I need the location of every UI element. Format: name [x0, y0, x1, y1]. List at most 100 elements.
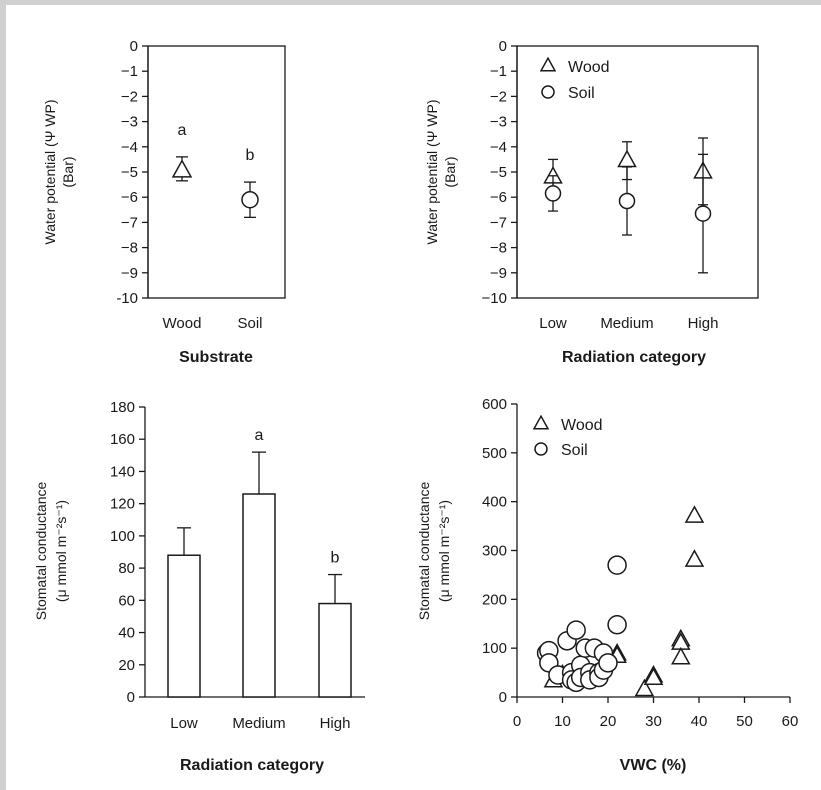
panel-b-point-soil	[694, 205, 712, 222]
panel-c-significance-label: b	[331, 550, 340, 567]
panel-a-ylabel: Water potential (Ψ WP) (Bar)	[42, 100, 76, 245]
panel-d-point-wood	[684, 505, 705, 523]
panel-d-legend-label: Wood	[561, 417, 603, 434]
panel-a-xlabel: Substrate	[179, 349, 253, 366]
panel-a-plot-frame	[147, 45, 286, 299]
panel-c-ytick-label: 20	[118, 657, 135, 674]
panel-b-ytick-label: −6	[490, 189, 507, 206]
panel-b-ytick-label: −1	[490, 63, 507, 80]
panel-c-xtick-label: Medium	[232, 715, 285, 732]
panel-b-xtick-label: High	[688, 315, 719, 332]
panel-c-significance-label: a	[255, 427, 264, 444]
panel-d-xtick-label: 40	[691, 713, 708, 730]
panel-c-ylabel-line2: (μ mmol m⁻²s⁻¹)	[53, 500, 69, 602]
panel-a-ytick-label: −7	[121, 214, 138, 231]
panel-d-ytick-label: 100	[482, 640, 507, 657]
panel-d-point-soil	[566, 620, 586, 640]
panel-d-xlabel: VWC (%)	[620, 757, 687, 774]
panel-c-ytick-label: 40	[118, 625, 135, 642]
panel-d-ylabel-line1: Stomatal conductance	[416, 482, 432, 621]
frame-left-border	[0, 0, 6, 790]
panel-c-ylabel-line1: Stomatal conductance	[33, 482, 49, 621]
panel-c-ytick-label: 140	[110, 463, 135, 480]
frame-top-border	[0, 0, 821, 5]
panel-c-ytick-label: 80	[118, 560, 135, 577]
panel-d-point-soil	[607, 555, 627, 575]
panel-d: Stomatal conductance (μ mmol m⁻²s⁻¹) VWC…	[416, 396, 798, 774]
panel-c-bar	[167, 554, 201, 698]
panel-d-point-wood	[634, 678, 655, 697]
panel-b-ytick-label: −3	[490, 114, 507, 131]
panel-a-ytick-label: −3	[121, 114, 138, 131]
panel-a-ytick-label: −8	[121, 240, 138, 257]
panel-d-point-wood	[684, 549, 705, 567]
panel-b-legend-label: Soil	[568, 85, 595, 102]
panel-b-legend-wood-marker	[539, 56, 557, 72]
panel-d-ylabel: Stomatal conductance (μ mmol m⁻²s⁻¹)	[416, 482, 452, 621]
panel-a-point-soil	[241, 190, 259, 209]
panel-d-xtick-label: 30	[645, 713, 662, 730]
panel-d-ytick-label: 600	[482, 396, 507, 413]
panel-a-ytick-label: −2	[121, 88, 138, 105]
panel-d-ytick-label: 400	[482, 494, 507, 511]
panel-d-legend-soil-marker	[534, 442, 548, 456]
panel-d-ytick-label: 200	[482, 591, 507, 608]
panel-a-significance-label: b	[246, 147, 255, 164]
panel-d-xtick-label: 20	[600, 713, 617, 730]
panel-a-ytick-label: −1	[121, 63, 138, 80]
panel-c-bar	[242, 493, 276, 698]
panel-d-ytick-label: 0	[499, 689, 507, 706]
panel-d-legend-wood-marker	[532, 414, 550, 430]
panel-b-ytick-label: −7	[490, 214, 507, 231]
panel-a-ytick-label: 0	[130, 38, 138, 55]
panel-b-point-soil	[618, 192, 636, 210]
panel-c-xtick-label: Low	[170, 715, 198, 732]
panel-b-legend-label: Wood	[568, 59, 610, 76]
panel-b-ylabel: Water potential (Ψ WP) (Bar)	[424, 100, 458, 245]
panel-b-ytick-label: −4	[490, 139, 507, 156]
panel-c-ytick-label: 160	[110, 431, 135, 448]
panel-a-ylabel-line2: (Bar)	[60, 156, 76, 187]
panel-d-ylabel-line2: (μ mmol m⁻²s⁻¹)	[436, 500, 452, 602]
panel-d-point-soil	[598, 653, 618, 673]
panel-b-ylabel-line2: (Bar)	[442, 156, 458, 187]
panel-d-point-soil	[607, 614, 627, 635]
panel-d-point-wood	[643, 667, 664, 686]
panel-c-ytick-label: 60	[118, 592, 135, 609]
panel-b-ytick-label: −8	[490, 240, 507, 257]
panel-a-ytick-label: −9	[121, 265, 138, 282]
panel-c-bar	[318, 602, 352, 698]
panel-c-ytick-label: 120	[110, 496, 135, 513]
panel-a-ytick-label: −6	[121, 189, 138, 206]
panel-a: Water potential (Ψ WP) (Bar) Substrate 0…	[42, 38, 286, 366]
panel-c-ytick-label: 180	[110, 399, 135, 416]
panel-d-ytick-label: 300	[482, 543, 507, 560]
panel-c-ytick-label: 100	[110, 528, 135, 545]
panel-a-ylabel-line1: Water potential (Ψ WP)	[42, 100, 58, 245]
panel-b-xtick-label: Low	[539, 315, 567, 332]
panel-d-xtick-label: 0	[513, 713, 521, 730]
panel-b-ytick-label: −9	[490, 265, 507, 282]
panel-a-point-wood	[171, 159, 193, 178]
panel-d-point-wood	[671, 646, 691, 665]
panel-d-xtick-label: 10	[554, 713, 571, 730]
panel-c-xlabel: Radiation category	[180, 757, 324, 774]
panel-b-point-wood	[617, 149, 637, 168]
panel-b-ytick-label: −10	[482, 290, 507, 307]
panel-b-xtick-label: Medium	[600, 315, 653, 332]
panel-a-significance-label: a	[178, 122, 187, 139]
panel-b-ytick-label: −5	[490, 164, 507, 181]
panel-b-point-soil	[544, 185, 562, 202]
panel-b-xlabel: Radiation category	[562, 349, 706, 366]
panel-b-ytick-label: −2	[490, 88, 507, 105]
panel-a-xtick-label: Wood	[163, 315, 202, 332]
panel-a-xtick-label: Soil	[237, 315, 262, 332]
panel-b-legend-soil-marker	[541, 85, 555, 99]
panel-b-ytick-label: 0	[499, 38, 507, 55]
panel-b-ylabel-line1: Water potential (Ψ WP)	[424, 100, 440, 245]
panel-a-ytick-label: −4	[121, 139, 138, 156]
panel-d-legend-label: Soil	[561, 442, 588, 459]
panel-a-ytick-label: -10	[116, 290, 138, 307]
panel-c-xtick-label: High	[320, 715, 351, 732]
